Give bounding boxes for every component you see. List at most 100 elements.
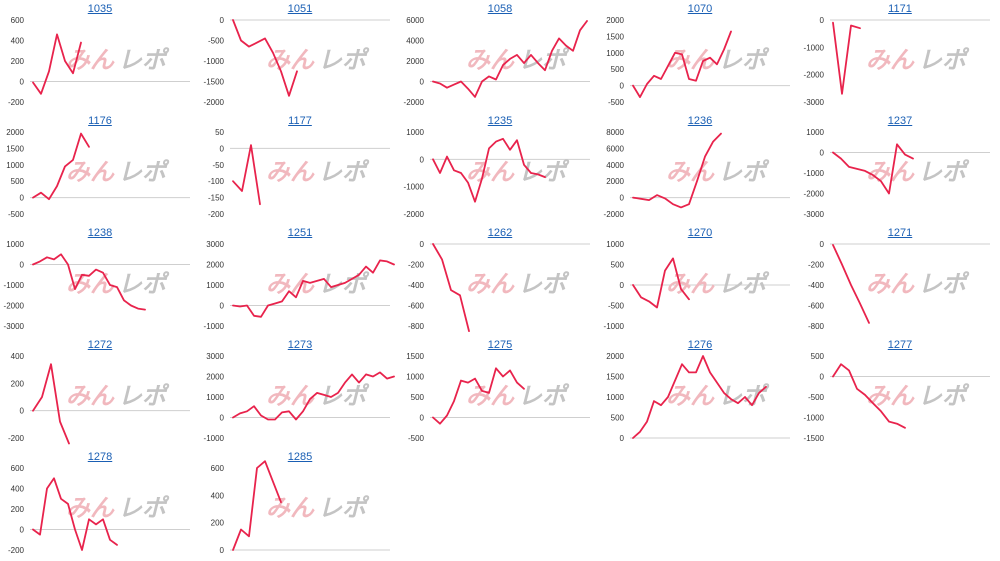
watermark-logo: みん レポ — [666, 271, 770, 298]
watermark-logo: みん レポ — [66, 495, 170, 522]
watermark-logo: みん レポ — [266, 383, 370, 410]
watermark-text-pink: みん — [66, 383, 115, 410]
chart-title-link[interactable]: 1278 — [87, 451, 113, 463]
watermark-logo: みん レポ — [466, 271, 570, 298]
y-tick-label: 1000 — [606, 393, 624, 402]
chart-panel: 1275 -500 0 500 1000 1500 みん レポ — [400, 336, 600, 448]
y-tick-label: 1000 — [206, 393, 224, 402]
chart-title-link[interactable]: 1270 — [687, 227, 713, 239]
series-line — [432, 243, 470, 332]
watermark-logo: みん レポ — [266, 47, 370, 74]
y-tick-label: 0 — [420, 78, 425, 87]
line-chart: -1000 0 1000 2000 3000 みん レポ — [204, 352, 395, 443]
y-tick-label: 0 — [220, 546, 225, 555]
y-tick-label: 6000 — [406, 16, 424, 25]
chart-title-link[interactable]: 1235 — [487, 115, 513, 127]
y-tick-label: -2000 — [604, 210, 625, 219]
watermark-text-pink: みん — [266, 383, 315, 410]
chart-panel: 1251 -1000 0 1000 2000 3000 みん レポ — [200, 224, 400, 336]
y-tick-label: 2000 — [206, 373, 224, 382]
y-tick-label: 8000 — [606, 128, 624, 137]
y-tick-label: 0 — [820, 373, 825, 382]
y-tick-label: 1500 — [6, 144, 24, 153]
line-chart: -800 -600 -400 -200 0 みん レポ — [808, 240, 990, 331]
y-tick-label: -1000 — [204, 434, 225, 443]
y-tick-label: 1000 — [606, 49, 624, 58]
y-tick-label: 400 — [211, 491, 225, 500]
line-chart: -1000 0 1000 2000 3000 みん レポ — [204, 240, 395, 331]
chart-title-link[interactable]: 1238 — [87, 227, 113, 239]
chart-title-link[interactable]: 1271 — [887, 227, 913, 239]
series-line — [832, 21, 861, 95]
watermark-text-gray: レポ — [118, 159, 170, 186]
chart-panel: 1177 -200 -150 -100 -50 0 50 みん レポ — [200, 112, 400, 224]
line-chart: -200 0 200 400 600 みん レポ — [8, 464, 190, 555]
y-tick-label: 0 — [820, 16, 825, 25]
watermark-text-gray: レポ — [718, 47, 770, 74]
y-tick-label: 0 — [20, 78, 25, 87]
chart-title-link[interactable]: 1237 — [887, 115, 913, 127]
y-tick-label: 0 — [220, 16, 225, 25]
chart-panel: 1285 0 200 400 600 みん レポ — [200, 448, 400, 560]
series-line — [832, 244, 870, 324]
chart-title-link[interactable]: 1070 — [687, 3, 713, 15]
y-tick-label: 1000 — [6, 240, 24, 249]
y-tick-label: 400 — [11, 352, 25, 361]
y-tick-label: -500 — [608, 98, 625, 107]
series-line — [832, 143, 914, 195]
chart-title-link[interactable]: 1262 — [487, 227, 513, 239]
y-tick-label: 2000 — [206, 261, 224, 270]
y-tick-label: -500 — [8, 210, 25, 219]
series-line — [432, 137, 546, 203]
watermark-text-pink: みん — [266, 159, 315, 186]
y-tick-label: -3000 — [804, 98, 825, 107]
chart-title-link[interactable]: 1277 — [887, 339, 913, 351]
y-tick-label: -3000 — [4, 322, 25, 331]
chart-title-link[interactable]: 1058 — [487, 3, 513, 15]
chart-title-link[interactable]: 1236 — [687, 115, 713, 127]
chart-title-link[interactable]: 1276 — [687, 339, 713, 351]
y-tick-label: 1000 — [6, 161, 24, 170]
chart-title-link[interactable]: 1035 — [87, 3, 113, 15]
watermark-text-gray: レポ — [318, 271, 370, 298]
chart-title-link[interactable]: 1275 — [487, 339, 513, 351]
chart-title-link[interactable]: 1171 — [888, 3, 912, 15]
y-tick-label: 1000 — [406, 128, 424, 137]
chart-title-link[interactable]: 1272 — [87, 339, 113, 351]
watermark-logo: みん レポ — [666, 383, 770, 410]
y-tick-label: -200 — [208, 210, 225, 219]
chart-title-link[interactable]: 1177 — [288, 115, 312, 127]
watermark-text-gray: レポ — [318, 47, 370, 74]
y-tick-label: -500 — [208, 37, 225, 46]
chart-title-link[interactable]: 1285 — [287, 451, 313, 463]
y-tick-label: 1000 — [606, 240, 624, 249]
watermark-text-pink: みん — [66, 159, 115, 186]
chart-panel: 1171 -3000 -2000 -1000 0 みん レポ — [800, 0, 1000, 112]
series-line — [432, 20, 588, 98]
chart-panel: 1271 -800 -600 -400 -200 0 みん レポ — [800, 224, 1000, 336]
watermark-text-pink: みん — [266, 495, 315, 522]
chart-title-link[interactable]: 1273 — [287, 339, 313, 351]
watermark-text-pink: みん — [266, 271, 315, 298]
chart-panel: 1238 -3000 -2000 -1000 0 1000 みん レポ — [0, 224, 200, 336]
chart-title-link[interactable]: 1251 — [287, 227, 313, 239]
watermark-text-gray: レポ — [918, 383, 970, 410]
chart-title-link[interactable]: 1176 — [88, 115, 112, 127]
watermark-logo: みん レポ — [466, 383, 570, 410]
watermark-text-pink: みん — [466, 271, 515, 298]
series-line — [632, 132, 722, 209]
watermark-text-gray: レポ — [718, 383, 770, 410]
watermark-logo: みん レポ — [866, 47, 970, 74]
watermark-text-pink: みん — [666, 159, 715, 186]
y-tick-label: 0 — [820, 149, 825, 158]
y-tick-label: -1000 — [404, 183, 425, 192]
y-tick-label: 0 — [20, 194, 25, 203]
line-chart: -2000 -1000 0 1000 みん レポ — [404, 128, 590, 219]
watermark-logo: みん レポ — [266, 271, 370, 298]
watermark-logo: みん レポ — [266, 495, 370, 522]
series-line — [32, 363, 70, 445]
y-tick-label: -500 — [808, 393, 825, 402]
y-tick-label: -800 — [808, 322, 825, 331]
chart-title-link[interactable]: 1051 — [287, 3, 313, 15]
